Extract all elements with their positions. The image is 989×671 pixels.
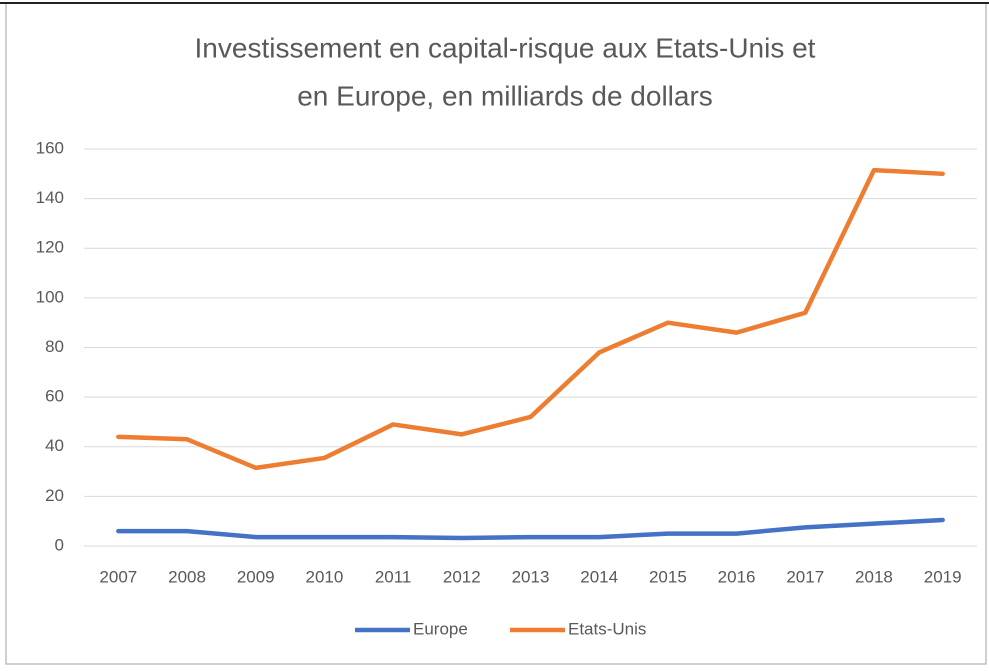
x-tick-label: 2019 — [924, 567, 962, 586]
chart-title: en Europe, en milliards de dollars — [297, 80, 713, 111]
series-line — [116, 167, 945, 471]
x-tick-label: 2010 — [306, 567, 344, 586]
x-tick-label: 2018 — [855, 567, 893, 586]
chart-title: Investissement en capital-risque aux Eta… — [195, 32, 816, 63]
y-tick-label: 120 — [36, 238, 64, 257]
y-tick-label: 160 — [36, 138, 64, 157]
chart-frame — [5, 2, 987, 665]
x-tick-label: 2014 — [580, 567, 618, 586]
y-tick-label: 140 — [36, 188, 64, 207]
y-tick-label: 100 — [36, 287, 64, 306]
series-line — [116, 517, 945, 541]
x-tick-label: 2015 — [649, 567, 687, 586]
legend-label: Etats-Unis — [568, 619, 646, 638]
x-tick-label: 2011 — [375, 567, 412, 586]
y-tick-label: 20 — [45, 486, 64, 505]
y-tick-label: 60 — [45, 387, 64, 406]
y-tick-label: 80 — [45, 337, 64, 356]
x-tick-label: 2017 — [786, 567, 824, 586]
x-tick-label: 2013 — [512, 567, 550, 586]
legend-label: Europe — [413, 619, 468, 638]
y-tick-label: 40 — [45, 436, 64, 455]
y-tick-label: 0 — [55, 535, 64, 554]
x-tick-label: 2009 — [237, 567, 275, 586]
x-tick-label: 2016 — [718, 567, 756, 586]
x-tick-label: 2007 — [99, 567, 137, 586]
x-tick-label: 2008 — [168, 567, 206, 586]
x-tick-label: 2012 — [443, 567, 481, 586]
